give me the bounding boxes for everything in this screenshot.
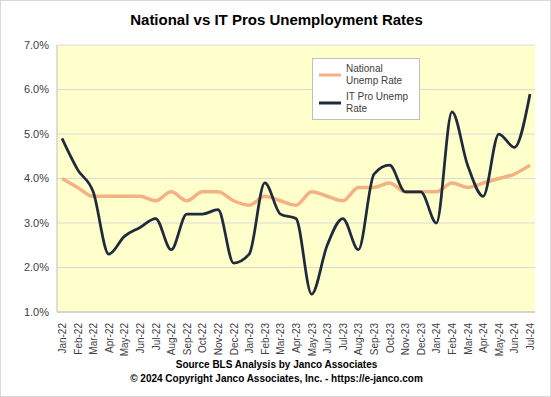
- svg-text:Mar-22: Mar-22: [88, 323, 99, 355]
- svg-text:Apr-24: Apr-24: [478, 323, 489, 353]
- html-text:National vs IT Pros Unemployme: National vs IT Pros Unemployment Rates: [130, 11, 423, 28]
- html-text:Source BLS Analysis by Janco A: Source BLS Analysis by Janco Associates: [175, 359, 378, 370]
- svg-text:5.0%: 5.0%: [24, 128, 49, 140]
- svg-text:Aug-23: Aug-23: [353, 323, 364, 356]
- svg-text:1.0%: 1.0%: [24, 306, 49, 318]
- svg-text:Feb-23: Feb-23: [260, 323, 271, 355]
- svg-text:Apr-22: Apr-22: [104, 323, 115, 353]
- svg-text:Jun-22: Jun-22: [135, 323, 146, 354]
- svg-text:Mar-23: Mar-23: [275, 323, 286, 355]
- html-text:IT Pro Unemp Rate: IT Pro Unemp Rate: [346, 91, 409, 114]
- svg-text:Feb-24: Feb-24: [447, 323, 458, 355]
- svg-text:Jun-23: Jun-23: [322, 323, 333, 354]
- svg-text:May-23: May-23: [307, 323, 318, 357]
- svg-text:Oct-23: Oct-23: [385, 323, 396, 353]
- svg-text:Jan-22: Jan-22: [57, 323, 68, 354]
- svg-text:3.0%: 3.0%: [24, 217, 49, 229]
- svg-text:Mar-24: Mar-24: [463, 323, 474, 355]
- svg-text:Dec-23: Dec-23: [416, 323, 427, 356]
- html-text:© 2024 Copyright Janco Associa: © 2024 Copyright Janco Associates, Inc. …: [130, 373, 423, 384]
- svg-text:May-24: May-24: [494, 323, 505, 357]
- svg-text:Nov-22: Nov-22: [213, 323, 224, 356]
- svg-text:2.0%: 2.0%: [24, 261, 49, 273]
- svg-text:Sep-22: Sep-22: [182, 323, 193, 356]
- svg-text:6.0%: 6.0%: [24, 83, 49, 95]
- svg-text:Jan-24: Jan-24: [431, 323, 442, 354]
- svg-text:Feb-22: Feb-22: [73, 323, 84, 355]
- svg-text:Jul-24: Jul-24: [525, 323, 536, 351]
- svg-text:Nov-23: Nov-23: [400, 323, 411, 356]
- svg-text:4.0%: 4.0%: [24, 172, 49, 184]
- svg-text:7.0%: 7.0%: [24, 39, 49, 51]
- svg-text:Dec-22: Dec-22: [229, 323, 240, 356]
- svg-text:Jul-22: Jul-22: [151, 323, 162, 351]
- svg-text:Apr-23: Apr-23: [291, 323, 302, 353]
- svg-text:Aug-22: Aug-22: [166, 323, 177, 356]
- svg-text:Oct-22: Oct-22: [197, 323, 208, 353]
- svg-text:Jun-24: Jun-24: [509, 323, 520, 354]
- svg-text:Sep-23: Sep-23: [369, 323, 380, 356]
- svg-text:May-22: May-22: [119, 323, 130, 357]
- html-text:National Unemp Rate: National Unemp Rate: [346, 63, 403, 86]
- svg-text:Jul-23: Jul-23: [338, 323, 349, 351]
- svg-text:Jan-23: Jan-23: [244, 323, 255, 354]
